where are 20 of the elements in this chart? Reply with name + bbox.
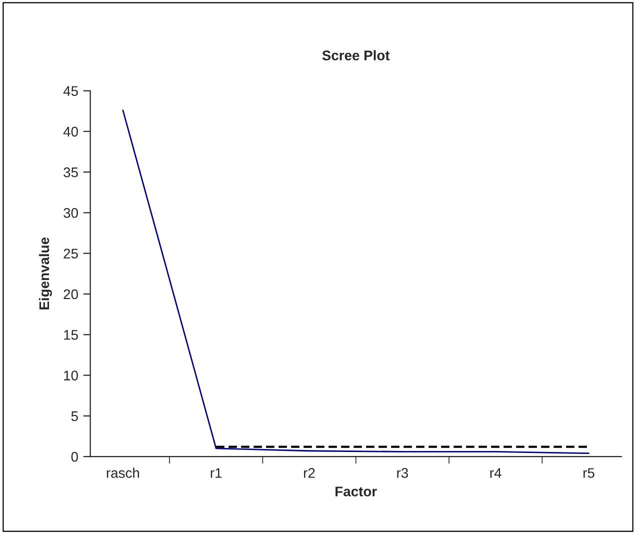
- chart-title: Scree Plot: [322, 50, 390, 60]
- y-tick-label: 30: [64, 208, 78, 218]
- x-tick-label: r2: [304, 468, 315, 478]
- y-axis-title: Eigenvalue: [38, 237, 52, 310]
- y-tick-label: 15: [64, 330, 78, 340]
- line-series: [122, 110, 590, 454]
- x-tick-label: rasch: [106, 468, 139, 478]
- y-tick-label: 35: [64, 167, 78, 178]
- x-tick-label: r3: [397, 468, 408, 478]
- y-tick-label: 25: [64, 248, 78, 259]
- x-axis-title: Factor: [336, 486, 377, 496]
- y-tick-label: 45: [63, 86, 78, 96]
- y-tick-label: 40: [63, 126, 78, 137]
- x-tick-label: r4: [490, 468, 502, 478]
- y-tick-label: 20: [64, 289, 78, 300]
- x-tick-label: r5: [584, 468, 594, 478]
- y-tick-label: 0: [71, 452, 78, 462]
- x-tick-label: r1: [210, 468, 222, 478]
- y-tick-label: 10: [64, 370, 78, 380]
- y-tick-label: 5: [71, 411, 78, 422]
